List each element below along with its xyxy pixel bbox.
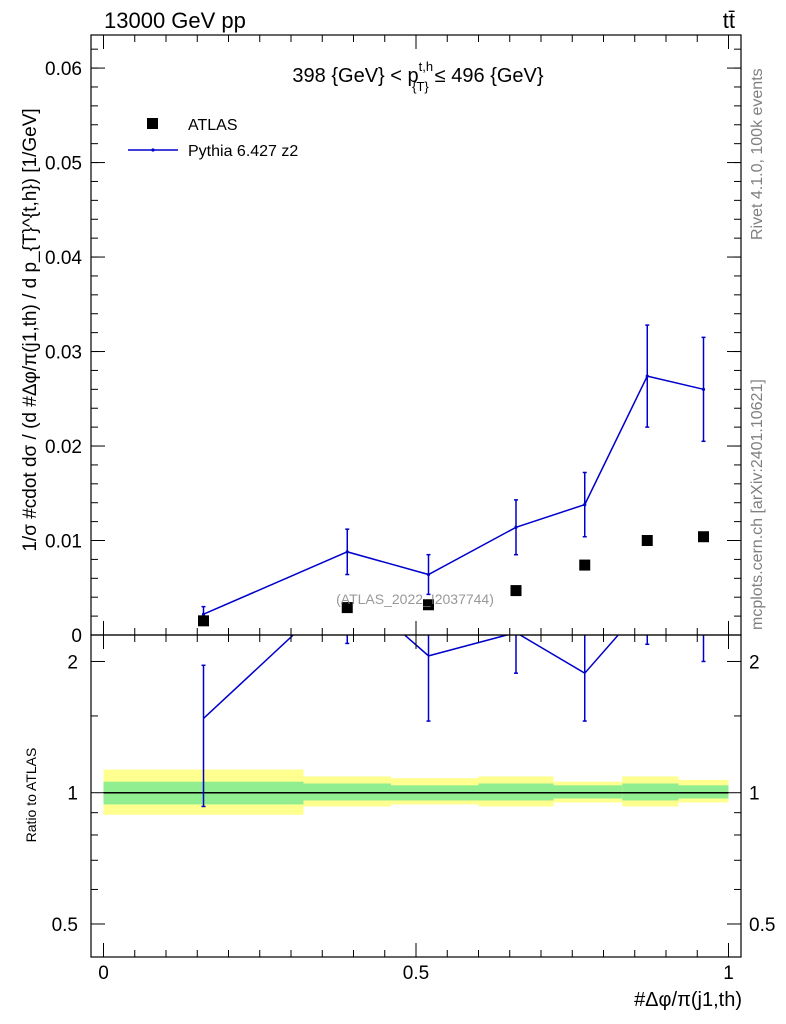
title-prefix: 398 {GeV} < p <box>292 65 418 87</box>
atlas-data-point <box>198 615 209 627</box>
stat-uncertainty-band <box>303 783 391 801</box>
main-y-tick-label: 0 <box>71 626 82 647</box>
main-y-tick-label: 0.04 <box>45 248 82 269</box>
analysis-watermark: (ATLAS_2022_I2037744) <box>336 591 494 607</box>
legend-pythia-label: Pythia 6.427 z2 <box>188 143 298 160</box>
header-process-label: tt̄ <box>723 8 735 33</box>
rivet-version-label: Rivet 4.1.0, 100k events <box>749 68 766 240</box>
main-y-tick-label: 0.03 <box>45 343 82 364</box>
ratio-y-tick-label-right: 0.5 <box>749 915 775 936</box>
main-y-axis-label: 1/σ #cdot dσ / (d #Δφ/π(j1,th) / d p_{T}… <box>20 108 41 551</box>
x-tick-label: 0.5 <box>403 963 429 984</box>
main-plot-title: 398 {GeV} < pt,h {T} ≤ 496 {GeV} <box>292 59 543 94</box>
legend-atlas-label: ATLAS <box>188 117 238 134</box>
ratio-y-tick-label: 0.5 <box>52 915 78 936</box>
mcplots-source-label: mcplots.cern.ch [arXiv:2401.10621] <box>749 379 766 630</box>
pythia-line <box>203 375 704 615</box>
title-suffix: ≤ 496 {GeV} <box>435 65 544 87</box>
main-y-tick-label: 0.06 <box>45 59 82 80</box>
ratio-y-tick-label: 1 <box>67 784 78 805</box>
main-y-tick-label: 0.05 <box>45 154 82 175</box>
legend: ATLAS Pythia 6.427 z2 <box>128 117 298 160</box>
ratio-panel-marks <box>201 635 706 808</box>
ratio-y-tick-label: 2 <box>67 652 78 673</box>
pythia-point <box>426 572 431 577</box>
x-tick-label: 1 <box>723 963 734 984</box>
pythia-point <box>201 612 206 616</box>
pythia-point <box>345 550 349 554</box>
title-subscript: {T} <box>412 79 429 94</box>
atlas-data-point <box>641 535 653 547</box>
stat-uncertainty-band <box>622 783 679 801</box>
pythia-point <box>645 374 649 378</box>
atlas-data-point <box>510 585 522 597</box>
main-y-tick-label: 0.02 <box>45 437 82 458</box>
legend-pythia-marker <box>151 148 155 152</box>
x-tick-label: 0 <box>98 963 109 984</box>
stat-uncertainty-band <box>478 783 554 801</box>
atlas-data-point <box>698 531 709 543</box>
atlas-data-point <box>423 599 434 611</box>
legend-atlas-marker <box>147 118 158 129</box>
atlas-data-point <box>341 602 353 614</box>
x-axis-label: #Δφ/π(j1,th) <box>634 989 742 1011</box>
ratio-y-tick-label-right: 1 <box>749 784 760 805</box>
atlas-data-point <box>579 559 591 571</box>
stat-uncertainty-band <box>553 785 623 799</box>
ratio-uncertainty-bands <box>103 769 729 815</box>
main-panel-marks <box>198 324 709 627</box>
ratio-pythia-group <box>201 635 706 808</box>
axes-frames: 0 0.01 0.02 0.03 0.04 0.05 0.06 0 0.5 1 0.5 0.5 1 1 2 2 <box>45 34 775 984</box>
header-energy-label: 13000 GeV pp <box>104 8 246 33</box>
pythia-point <box>514 525 518 529</box>
pythia-point <box>701 387 706 391</box>
stat-uncertainty-band <box>678 785 729 799</box>
main-y-tick-label: 0.01 <box>45 532 82 553</box>
pythia-point <box>583 503 587 507</box>
title-superscript: t,h <box>419 59 433 74</box>
ratio-y-tick-label-right: 2 <box>749 652 760 673</box>
ratio-y-axis-label: Ratio to ATLAS <box>23 748 39 843</box>
